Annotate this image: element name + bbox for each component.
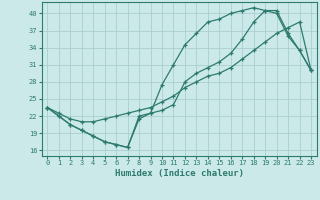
X-axis label: Humidex (Indice chaleur): Humidex (Indice chaleur) (115, 169, 244, 178)
